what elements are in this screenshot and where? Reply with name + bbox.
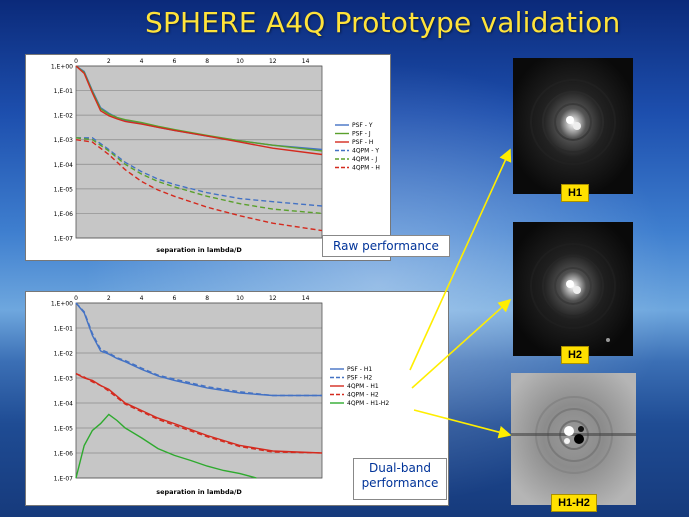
- x-tick-label: 0: [74, 58, 78, 65]
- x-tick-label: 12: [269, 295, 277, 302]
- chart-dual-band-performance: 1,E+00 1,E-01 1,E-02 1,E-03 1,E-04 1,E-05 1,E-…: [51, 295, 390, 496]
- psf-image-h1-h2: H1-H2: [511, 373, 636, 512]
- plot-border: [75, 302, 323, 479]
- x-tick-label: 8: [205, 58, 209, 65]
- psf-image-h2-graphic: [513, 222, 633, 356]
- slide-title: SPHERE A4Q Prototype validation: [145, 6, 621, 39]
- x-tick-label: 0: [74, 295, 78, 302]
- y-tick-label: 1,E-02: [54, 351, 73, 358]
- caption-h1: H1: [561, 184, 589, 202]
- series-line-4: [75, 413, 257, 479]
- x-tick-label: 4: [140, 58, 144, 65]
- x-tick-label: 2: [107, 295, 111, 302]
- series-line-0: [75, 302, 322, 397]
- y-tick-label: 1,E+00: [51, 301, 73, 308]
- legend-label-3: 4QPM - H2: [347, 392, 379, 399]
- raw-performance-callout: Raw performance: [322, 235, 450, 257]
- legend-label-5: 4QPM - H: [352, 165, 380, 172]
- y-tick-label: 1,E-05: [54, 426, 73, 433]
- y-tick-label: 1,E-01: [54, 326, 73, 333]
- legend-label-0: PSF - Y: [352, 122, 373, 129]
- legend-label-0: PSF - H1: [347, 366, 372, 373]
- x-tick-label: 6: [172, 295, 176, 302]
- caption-h2: H2: [561, 346, 589, 364]
- plot-area: [76, 66, 322, 238]
- dual-band-callout-line2: performance: [361, 476, 439, 490]
- x-tick-label: 14: [302, 58, 310, 65]
- x-tick-label: 10: [236, 295, 244, 302]
- plot-area: [76, 303, 322, 478]
- series-line-2: [75, 372, 323, 454]
- y-tick-label: 1,E-04: [54, 162, 73, 169]
- y-tick-label: 1,E-03: [54, 137, 73, 144]
- psf-image-h1-graphic: [513, 58, 633, 194]
- y-tick-label: 1,E-01: [54, 88, 73, 95]
- y-tick-label: 1,E-03: [54, 376, 73, 383]
- y-tick-label: 1,E-06: [54, 451, 73, 458]
- legend-label-1: PSF - H2: [347, 375, 372, 382]
- x-tick-label: 12: [269, 58, 277, 65]
- y-tick-label: 1,E-05: [54, 186, 73, 193]
- psf-image-h1: H1: [513, 58, 633, 202]
- y-tick-label: 1,E-07: [54, 476, 73, 483]
- x-tick-label: 10: [236, 58, 244, 65]
- legend-label-2: PSF - H: [352, 139, 373, 146]
- psf-image-h1-h2-graphic: [511, 373, 636, 505]
- plot-border: [75, 65, 323, 239]
- dual-band-callout-line1: Dual-band: [368, 461, 432, 475]
- x-axis-label: separation in lambda/D: [156, 488, 242, 496]
- series-line-3: [75, 372, 323, 454]
- x-tick-label: 14: [302, 295, 310, 302]
- y-tick-label: 1,E-06: [54, 211, 73, 218]
- series-line-5: [75, 139, 323, 232]
- series-line-2: [75, 65, 323, 156]
- legend-label-2: 4QPM - H1: [347, 383, 379, 390]
- legend-label-3: 4QPM - Y: [352, 148, 379, 155]
- y-tick-label: 1,E-02: [54, 113, 73, 120]
- legend-label-4: 4QPM - H1-H2: [347, 400, 389, 407]
- x-tick-label: 4: [140, 295, 144, 302]
- series-line-1: [75, 302, 322, 397]
- x-axis-label: separation in lambda/D: [156, 246, 242, 254]
- legend-label-4: 4QPM - J: [352, 156, 377, 163]
- x-tick-label: 8: [205, 295, 209, 302]
- legend-label-1: PSF - J: [352, 131, 371, 138]
- y-tick-label: 1,E-04: [54, 401, 73, 408]
- dual-band-callout: Dual-band performance: [353, 458, 447, 500]
- x-tick-label: 2: [107, 58, 111, 65]
- y-tick-label: 1,E-07: [54, 236, 73, 243]
- caption-h1-h2: H1-H2: [551, 494, 597, 512]
- x-tick-label: 6: [172, 58, 176, 65]
- y-tick-label: 1,E+00: [51, 64, 73, 71]
- chart-raw-performance: 1,E+00 1,E-01 1,E-02 1,E-03 1,E-04 1,E-05 1,E-…: [51, 58, 380, 254]
- chart-panel-raw: 1,E+00 1,E-01 1,E-02 1,E-03 1,E-04 1,E-05 1,E-…: [25, 54, 391, 261]
- psf-image-h2: H2: [513, 222, 633, 364]
